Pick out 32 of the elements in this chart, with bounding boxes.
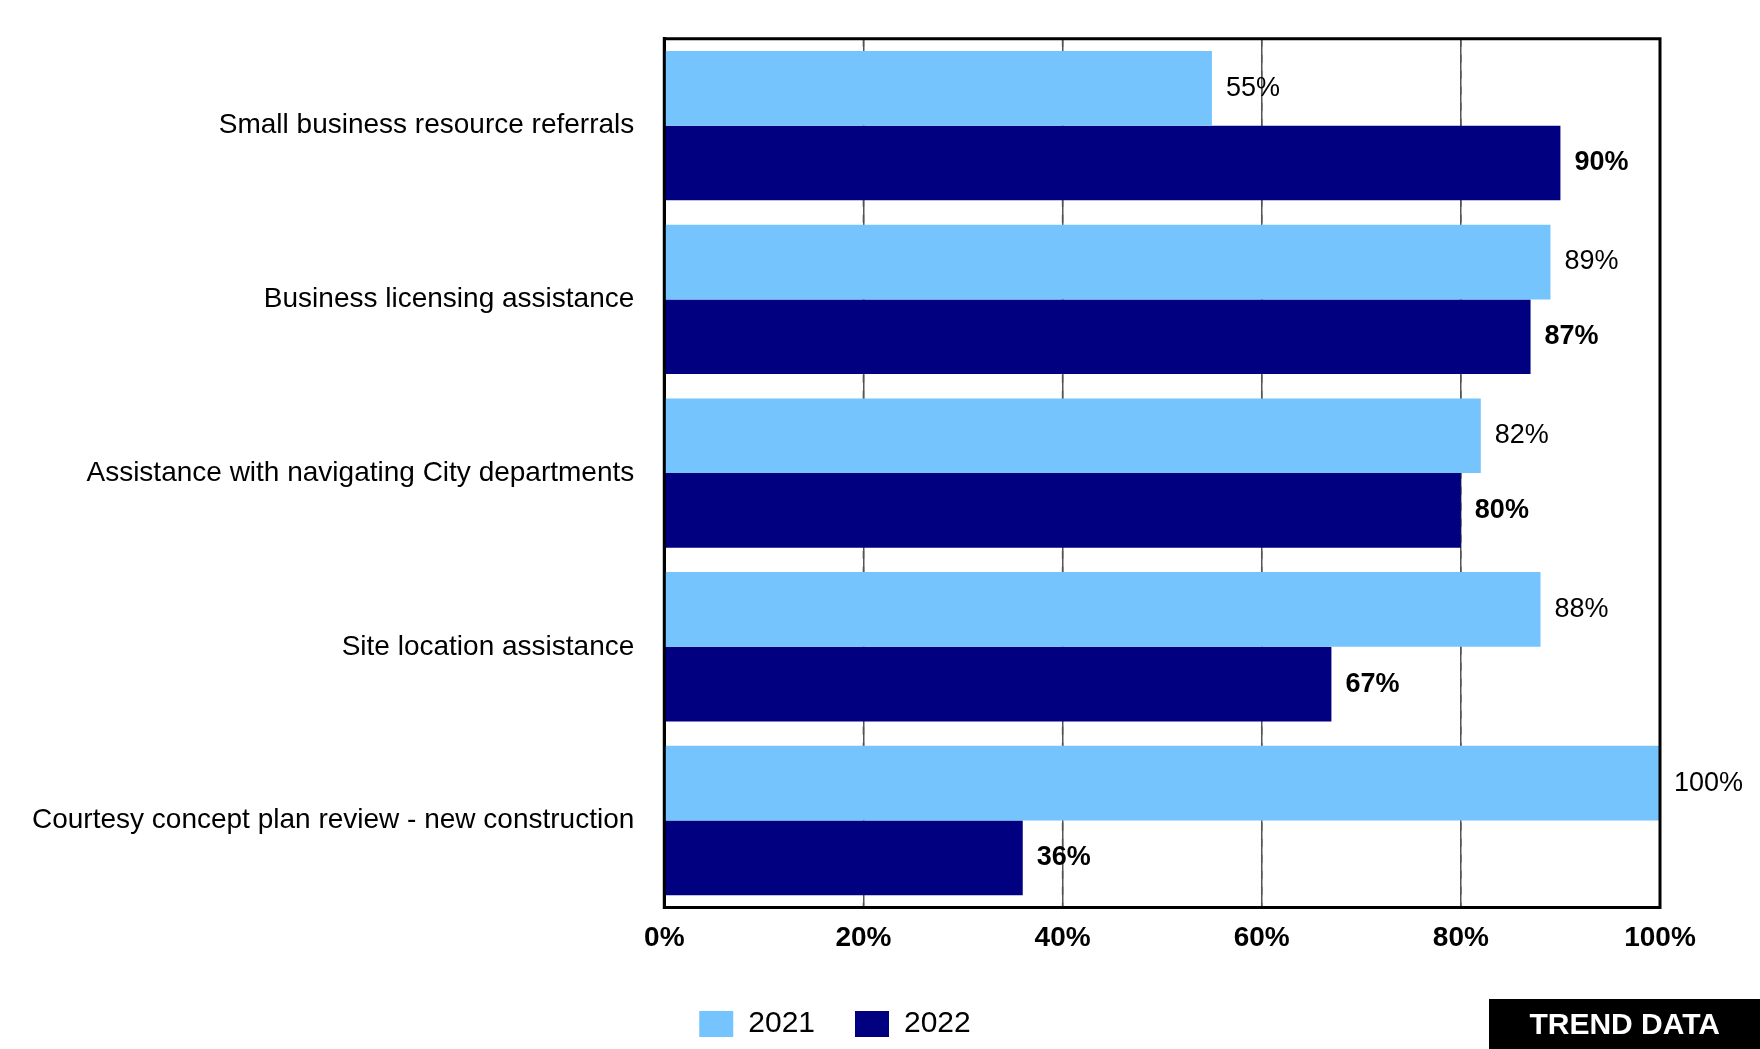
legend-label: 2022 (904, 1005, 971, 1039)
data-label: 87% (1544, 320, 1599, 351)
data-label: 82% (1494, 419, 1549, 450)
x-tick-label: 100% (1624, 920, 1696, 952)
bar (665, 745, 1660, 821)
bar (665, 820, 1023, 896)
bar (665, 473, 1461, 548)
data-label: 90% (1574, 146, 1629, 177)
x-tick-label: 20% (835, 920, 892, 952)
bar (665, 50, 1212, 126)
bar (665, 398, 1481, 474)
bar (665, 125, 1561, 201)
data-label: 100% (1674, 766, 1744, 797)
data-label: 80% (1474, 493, 1529, 524)
y-tick-label: Assistance with navigating City departments (86, 455, 635, 487)
data-label: 88% (1554, 592, 1609, 623)
x-tick-label: 60% (1233, 920, 1290, 952)
data-label: 67% (1345, 667, 1400, 698)
x-tick-label: 0% (644, 920, 685, 952)
bar (665, 299, 1531, 375)
bar (665, 646, 1332, 722)
bar (665, 224, 1551, 300)
data-label: 89% (1564, 245, 1619, 276)
legend-label: 2021 (748, 1005, 816, 1039)
y-tick-label: Site location assistance (341, 629, 635, 661)
x-tick-label: 40% (1034, 920, 1091, 952)
y-tick-label: Courtesy concept plan review - new construction (31, 803, 635, 835)
bar (665, 572, 1541, 647)
text: TREND DATA (1489, 999, 1760, 1049)
y-tick-label: Business licensing assistance (263, 282, 635, 314)
y-tick-label: Small business resource referrals (218, 108, 635, 140)
x-tick-label: 80% (1432, 920, 1489, 952)
